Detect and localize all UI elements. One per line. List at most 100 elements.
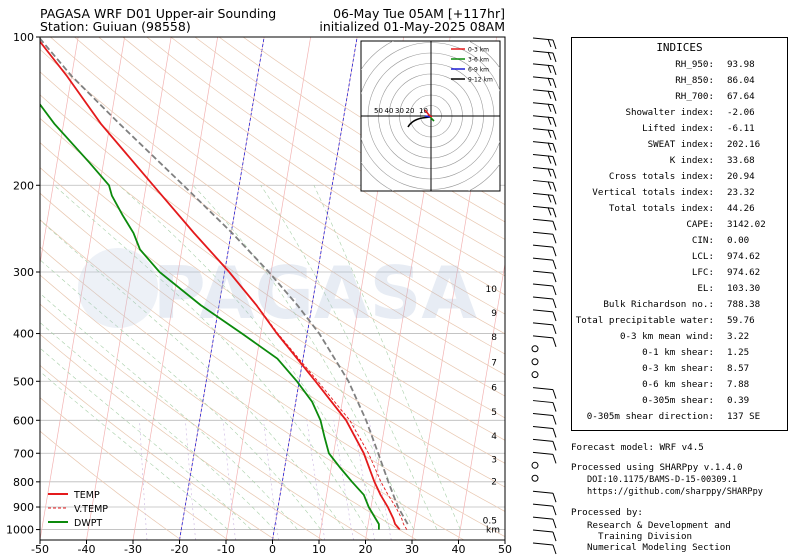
y-tick-label: 600 bbox=[13, 414, 34, 427]
wind-barb bbox=[532, 529, 557, 542]
github-url[interactable]: https://github.com/sharppy/SHARPpy bbox=[587, 487, 763, 497]
moist-adiabat bbox=[40, 259, 322, 530]
isotherm bbox=[40, 37, 125, 540]
calm-circle bbox=[531, 358, 539, 366]
barb-flag bbox=[547, 38, 552, 48]
dry-adiabat bbox=[40, 246, 465, 540]
index-value: 93.98 bbox=[727, 59, 755, 70]
dry-adiabat bbox=[40, 192, 505, 512]
wind-barb bbox=[532, 141, 557, 153]
hodo-9-12 bbox=[407, 116, 431, 128]
barb-flag bbox=[552, 402, 557, 412]
hodo-0-3 bbox=[424, 109, 433, 118]
hodograph-ring-label: 30 bbox=[395, 107, 404, 115]
legend-label: DWPT bbox=[74, 518, 102, 529]
index-value: 23.32 bbox=[727, 187, 755, 198]
y-tick-label: 800 bbox=[13, 476, 34, 489]
wind-barb bbox=[532, 179, 557, 192]
x-tick-label: 0 bbox=[269, 543, 276, 556]
wind-barb bbox=[532, 283, 557, 296]
barb-flag bbox=[552, 441, 557, 451]
barb-flag bbox=[552, 454, 557, 464]
index-label: LFC: bbox=[691, 267, 714, 278]
barb-staff bbox=[532, 296, 554, 300]
barb-flag bbox=[552, 130, 557, 140]
index-label: Total precipitable water: bbox=[575, 315, 714, 326]
wind-barb bbox=[532, 50, 557, 63]
division-line-1: Research & Development and bbox=[587, 520, 731, 531]
dry-adiabat bbox=[74, 37, 505, 335]
moist-adiabat bbox=[40, 322, 275, 530]
barb-flag bbox=[552, 117, 557, 127]
hodograph-ring-label: 50 bbox=[374, 107, 383, 115]
index-label: 0-3 km mean wind: bbox=[619, 331, 714, 342]
wind-barb bbox=[532, 166, 557, 179]
mixing-ratio-line bbox=[222, 420, 236, 540]
index-value: 202.16 bbox=[727, 139, 761, 150]
hodograph-ring-label: 10 bbox=[419, 107, 428, 115]
barb-flag bbox=[547, 129, 552, 138]
calm-circle bbox=[531, 461, 539, 469]
barb-flag bbox=[547, 103, 552, 112]
barb-flag bbox=[547, 51, 552, 61]
height-label: 2 bbox=[491, 477, 497, 487]
y-tick-label: 100 bbox=[13, 31, 34, 44]
moist-adiabat bbox=[54, 185, 368, 530]
wind-barb bbox=[532, 438, 557, 451]
legend-label: TEMP bbox=[73, 490, 100, 501]
barb-staff bbox=[532, 257, 554, 261]
temp-line bbox=[40, 40, 401, 531]
processed-using: Processed using SHARPpy v.1.4.0 bbox=[571, 462, 743, 473]
wind-barb bbox=[532, 218, 557, 231]
barb-flag bbox=[552, 221, 557, 231]
barb-flag bbox=[552, 324, 557, 335]
dry-adiabat bbox=[98, 37, 505, 315]
x-tick-label: 30 bbox=[405, 543, 419, 556]
moist-adiabat bbox=[118, 185, 391, 530]
barb-flag bbox=[552, 428, 557, 438]
mixing-ratio-line bbox=[368, 420, 392, 540]
barb-staff bbox=[532, 37, 554, 41]
index-value: -2.06 bbox=[727, 107, 755, 118]
wind-barb bbox=[532, 128, 557, 140]
wind-barb bbox=[532, 89, 557, 101]
wind-barb bbox=[532, 309, 557, 322]
index-label: RH_700: bbox=[675, 91, 714, 102]
index-value: 3.22 bbox=[727, 331, 750, 342]
barb-flag bbox=[552, 311, 557, 322]
watermark-logo bbox=[78, 248, 158, 328]
barb-staff bbox=[532, 387, 554, 391]
index-label: CAPE: bbox=[686, 219, 714, 230]
x-tick-label: -20 bbox=[171, 543, 189, 556]
hodograph: 50 40 30 20 10 bbox=[361, 41, 500, 191]
barb-flag bbox=[552, 259, 557, 270]
barb-flag bbox=[552, 389, 557, 399]
barb-staff bbox=[532, 50, 554, 54]
index-value: 20.94 bbox=[727, 171, 755, 182]
barb-staff bbox=[532, 451, 554, 455]
wind-barb bbox=[532, 37, 557, 50]
y-tick-label: 500 bbox=[13, 375, 34, 388]
calm-circle bbox=[531, 371, 539, 379]
hodo-legend-label: 9-12 km bbox=[468, 77, 493, 84]
hodograph-ring-label: 40 bbox=[385, 107, 394, 115]
calm-circle bbox=[531, 345, 539, 353]
dry-adiabat bbox=[40, 142, 505, 464]
dwpt-line bbox=[40, 103, 380, 530]
index-value: 1.25 bbox=[727, 347, 750, 358]
wind-barb bbox=[532, 154, 557, 166]
barb-staff bbox=[532, 141, 554, 145]
moist-adiabat bbox=[260, 185, 438, 530]
index-label: Total totals index: bbox=[608, 203, 714, 214]
dry-adiabat bbox=[40, 117, 505, 441]
barb-flag bbox=[547, 207, 552, 216]
barb-staff bbox=[532, 413, 554, 417]
barb-flag bbox=[547, 181, 552, 190]
barb-staff bbox=[532, 244, 554, 248]
wind-barb bbox=[531, 461, 539, 469]
index-value: 8.57 bbox=[727, 363, 750, 374]
dry-adiabat bbox=[40, 430, 182, 540]
indices-panel: INDICES RH_950: 93.98 RH_850: 86.04 RH_700: 6… bbox=[571, 37, 788, 431]
height-label: 6 bbox=[491, 383, 497, 393]
index-label: Bulk Richardson no.: bbox=[603, 299, 714, 310]
